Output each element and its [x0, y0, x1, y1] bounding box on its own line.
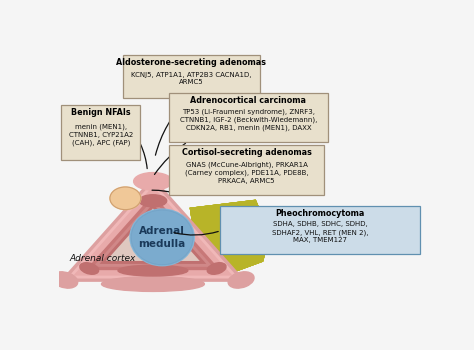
- FancyBboxPatch shape: [123, 55, 260, 98]
- Polygon shape: [73, 186, 233, 275]
- Polygon shape: [190, 199, 271, 275]
- Text: Adrenal
medulla: Adrenal medulla: [138, 226, 186, 248]
- Polygon shape: [100, 204, 206, 264]
- Polygon shape: [59, 177, 246, 282]
- Text: Cortisol-secreting adenomas: Cortisol-secreting adenomas: [182, 148, 311, 158]
- Polygon shape: [67, 182, 239, 279]
- FancyBboxPatch shape: [169, 145, 325, 195]
- Circle shape: [110, 187, 141, 210]
- Polygon shape: [190, 199, 271, 275]
- Ellipse shape: [130, 209, 194, 266]
- Polygon shape: [85, 195, 220, 270]
- Text: KCNJ5, ATP1A1, ATP2B3 CACNA1D,
ARMC5: KCNJ5, ATP1A1, ATP2B3 CACNA1D, ARMC5: [131, 71, 252, 85]
- Polygon shape: [93, 199, 213, 267]
- Polygon shape: [190, 199, 271, 275]
- Ellipse shape: [131, 210, 193, 265]
- Text: TP53 (Li-Fraumeni syndrome), ZNRF3,
CTNNB1, IGF-2 (Beckwith-Wiedemann),
CDKN2A, : TP53 (Li-Fraumeni syndrome), ZNRF3, CTNN…: [180, 108, 317, 131]
- Polygon shape: [106, 208, 200, 261]
- FancyBboxPatch shape: [62, 105, 140, 160]
- Polygon shape: [190, 199, 271, 275]
- Text: GNAS (McCune-Albright), PRKAR1A
(Carney complex), PDE11A, PDE8B,
PRKACA, ARMC5: GNAS (McCune-Albright), PRKAR1A (Carney …: [185, 161, 309, 184]
- Ellipse shape: [228, 272, 254, 288]
- Ellipse shape: [52, 272, 78, 288]
- Polygon shape: [190, 199, 271, 275]
- Polygon shape: [190, 199, 271, 275]
- FancyBboxPatch shape: [169, 93, 328, 142]
- FancyBboxPatch shape: [220, 206, 420, 254]
- Ellipse shape: [139, 195, 167, 207]
- Text: SDHA, SDHB, SDHC, SDHD,
SDHAF2, VHL, RET (MEN 2),
MAX, TMEM127: SDHA, SDHB, SDHC, SDHD, SDHAF2, VHL, RET…: [272, 221, 368, 243]
- Ellipse shape: [134, 173, 172, 190]
- Text: menin (MEN1),
CTNNB1, CYP21A2
(CAH), APC (FAP): menin (MEN1), CTNNB1, CYP21A2 (CAH), APC…: [69, 124, 133, 146]
- Polygon shape: [190, 199, 271, 275]
- Text: Adrenal cortex: Adrenal cortex: [70, 254, 136, 264]
- Ellipse shape: [101, 276, 204, 292]
- Text: Pheochromocytoma: Pheochromocytoma: [275, 209, 365, 218]
- Polygon shape: [190, 199, 271, 275]
- Ellipse shape: [118, 265, 188, 276]
- Text: Benign NFAIs: Benign NFAIs: [71, 108, 130, 117]
- Text: Adrenocortical carcinoma: Adrenocortical carcinoma: [191, 96, 306, 105]
- Text: Aldosterone-secreting adenomas: Aldosterone-secreting adenomas: [117, 58, 266, 67]
- Ellipse shape: [207, 263, 226, 274]
- Ellipse shape: [80, 263, 99, 274]
